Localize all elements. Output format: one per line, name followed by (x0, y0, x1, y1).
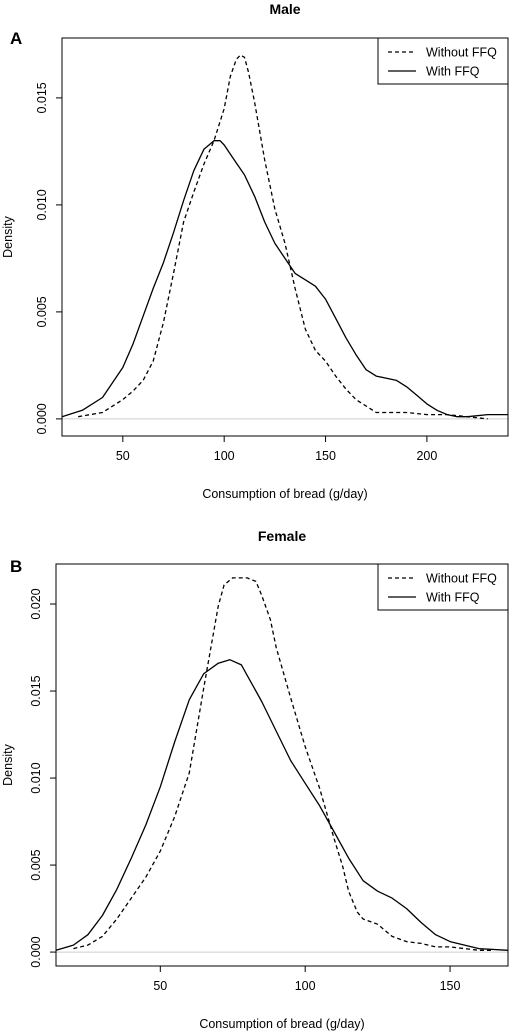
chart-title: Male (269, 1, 300, 17)
legend-label: With FFQ (426, 65, 480, 79)
series-line-without-ffq (78, 54, 488, 420)
y-tick-label: 0.015 (29, 675, 43, 706)
series-line-without-ffq (73, 577, 494, 951)
legend-label: Without FFQ (426, 572, 497, 586)
x-tick-label: 50 (153, 979, 167, 993)
x-tick-label: 150 (315, 449, 336, 463)
legend: Without FFQ With FFQ (377, 37, 509, 85)
series-line-with-ffq (61, 140, 508, 418)
legend-label: Without FFQ (426, 46, 497, 60)
plot-frame (61, 37, 509, 437)
legend: Without FFQ With FFQ (377, 563, 509, 611)
y-tick-label: 0.005 (29, 849, 43, 880)
y-tick-label: 0.005 (35, 296, 49, 327)
x-tick-label: 200 (416, 449, 437, 463)
series-line-with-ffq (55, 659, 509, 951)
chart-title: Female (258, 528, 306, 544)
y-tick-label: 0.000 (29, 936, 43, 967)
y-tick-label: 0.010 (29, 762, 43, 793)
plot-frame (55, 563, 509, 967)
x-tick-label: 100 (295, 979, 316, 993)
legend-box (377, 37, 509, 85)
y-tick-label: 0.015 (35, 82, 49, 113)
y-tick-label: 0.000 (35, 403, 49, 434)
x-axis-label: Consumption of bread (g/day) (202, 487, 367, 501)
chart-panel-b: B Female 50 100 150 0.000 0.005 0.010 0.015 0.020… (1, 528, 509, 1031)
legend-label: With FFQ (426, 591, 480, 605)
y-axis-label: Density (1, 743, 15, 785)
legend-box (377, 563, 509, 611)
chart-panel-a: A Male 50 100 150 200 0.000 0.005 0.010 0.015 Cons… (1, 1, 509, 501)
x-tick-label: 100 (214, 449, 235, 463)
y-tick-label: 0.010 (35, 189, 49, 220)
panel-letter: A (10, 29, 22, 48)
x-tick-label: 150 (440, 979, 461, 993)
panel-letter: B (10, 557, 22, 576)
y-axis-label: Density (1, 215, 15, 257)
y-tick-label: 0.020 (29, 588, 43, 619)
x-tick-label: 50 (116, 449, 130, 463)
x-axis-label: Consumption of bread (g/day) (199, 1017, 364, 1031)
